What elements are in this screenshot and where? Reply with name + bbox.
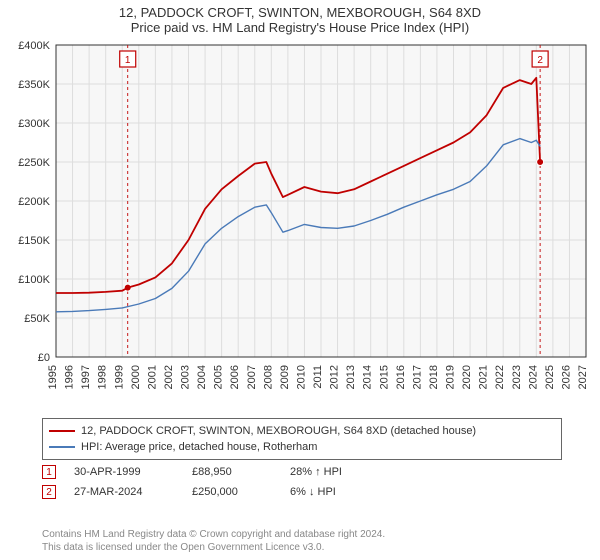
svg-text:2008: 2008 bbox=[262, 365, 274, 389]
svg-text:2006: 2006 bbox=[229, 365, 241, 389]
svg-text:2022: 2022 bbox=[494, 365, 506, 389]
svg-text:£0: £0 bbox=[38, 352, 50, 364]
datapoint-marker: 1 bbox=[42, 465, 56, 479]
svg-text:1995: 1995 bbox=[47, 365, 59, 389]
svg-text:£300K: £300K bbox=[18, 118, 50, 130]
svg-text:2013: 2013 bbox=[345, 365, 357, 389]
datapoint-row: 1 30-APR-1999 £88,950 28% ↑ HPI bbox=[42, 462, 562, 482]
datapoint-marker: 2 bbox=[42, 485, 56, 499]
chart-svg: £0 £50K £100K £150K £200K £250K £300K £350K £400… bbox=[0, 37, 600, 407]
svg-text:£250K: £250K bbox=[18, 157, 50, 169]
svg-text:£350K: £350K bbox=[18, 79, 50, 91]
svg-text:2001: 2001 bbox=[146, 365, 158, 389]
svg-text:2023: 2023 bbox=[511, 365, 523, 389]
legend-row: HPI: Average price, detached house, Roth… bbox=[49, 439, 555, 455]
footer-line2: This data is licensed under the Open Gov… bbox=[42, 541, 562, 554]
svg-text:£100K: £100K bbox=[18, 274, 50, 286]
datapoint-price: £250,000 bbox=[192, 486, 272, 498]
datapoint-date: 27-MAR-2024 bbox=[74, 486, 174, 498]
svg-text:2005: 2005 bbox=[213, 365, 225, 389]
legend-swatch bbox=[49, 446, 75, 448]
legend-label: HPI: Average price, detached house, Roth… bbox=[81, 441, 317, 453]
svg-text:2015: 2015 bbox=[378, 365, 390, 389]
svg-text:1999: 1999 bbox=[113, 365, 125, 389]
svg-text:1997: 1997 bbox=[80, 365, 92, 389]
svg-text:2020: 2020 bbox=[461, 365, 473, 389]
svg-text:2014: 2014 bbox=[362, 365, 374, 389]
svg-text:2017: 2017 bbox=[411, 365, 423, 389]
svg-text:1996: 1996 bbox=[64, 365, 76, 389]
title-block: 12, PADDOCK CROFT, SWINTON, MEXBOROUGH, … bbox=[0, 0, 600, 37]
svg-text:2025: 2025 bbox=[544, 365, 556, 389]
svg-text:£50K: £50K bbox=[24, 313, 50, 325]
legend: 12, PADDOCK CROFT, SWINTON, MEXBOROUGH, … bbox=[42, 418, 562, 460]
chart-container: 12, PADDOCK CROFT, SWINTON, MEXBOROUGH, … bbox=[0, 0, 600, 560]
title-subtitle: Price paid vs. HM Land Registry's House … bbox=[0, 20, 600, 35]
datapoint-table: 1 30-APR-1999 £88,950 28% ↑ HPI 2 27-MAR-2024… bbox=[42, 462, 562, 502]
datapoint-hpi: 28% ↑ HPI bbox=[290, 466, 410, 478]
svg-text:2000: 2000 bbox=[130, 365, 142, 389]
datapoint-row: 2 27-MAR-2024 £250,000 6% ↓ HPI bbox=[42, 482, 562, 502]
svg-text:2011: 2011 bbox=[312, 365, 324, 389]
datapoint-price: £88,950 bbox=[192, 466, 272, 478]
chart-area: £0 £50K £100K £150K £200K £250K £300K £350K £400… bbox=[0, 37, 600, 407]
svg-text:1: 1 bbox=[125, 55, 131, 66]
legend-row: 12, PADDOCK CROFT, SWINTON, MEXBOROUGH, … bbox=[49, 423, 555, 439]
svg-text:2007: 2007 bbox=[246, 365, 258, 389]
svg-text:2019: 2019 bbox=[445, 365, 457, 389]
svg-text:2004: 2004 bbox=[196, 365, 208, 389]
svg-text:2021: 2021 bbox=[478, 365, 490, 389]
svg-text:2009: 2009 bbox=[279, 365, 291, 389]
footer-attribution: Contains HM Land Registry data © Crown c… bbox=[42, 528, 562, 554]
svg-text:2: 2 bbox=[537, 55, 543, 66]
svg-text:2027: 2027 bbox=[577, 365, 589, 389]
svg-text:£200K: £200K bbox=[18, 196, 50, 208]
datapoint-date: 30-APR-1999 bbox=[74, 466, 174, 478]
svg-text:2026: 2026 bbox=[560, 365, 572, 389]
svg-text:2024: 2024 bbox=[527, 365, 539, 389]
legend-swatch bbox=[49, 430, 75, 432]
svg-text:2003: 2003 bbox=[180, 365, 192, 389]
svg-text:£400K: £400K bbox=[18, 40, 50, 52]
svg-text:2012: 2012 bbox=[329, 365, 341, 389]
footer-line1: Contains HM Land Registry data © Crown c… bbox=[42, 528, 562, 541]
svg-text:1998: 1998 bbox=[97, 365, 109, 389]
svg-text:2010: 2010 bbox=[295, 365, 307, 389]
svg-text:2018: 2018 bbox=[428, 365, 440, 389]
datapoint-hpi: 6% ↓ HPI bbox=[290, 486, 410, 498]
svg-text:2002: 2002 bbox=[163, 365, 175, 389]
title-address: 12, PADDOCK CROFT, SWINTON, MEXBOROUGH, … bbox=[0, 5, 600, 20]
svg-text:2016: 2016 bbox=[395, 365, 407, 389]
svg-text:£150K: £150K bbox=[18, 235, 50, 247]
legend-label: 12, PADDOCK CROFT, SWINTON, MEXBOROUGH, … bbox=[81, 425, 476, 437]
